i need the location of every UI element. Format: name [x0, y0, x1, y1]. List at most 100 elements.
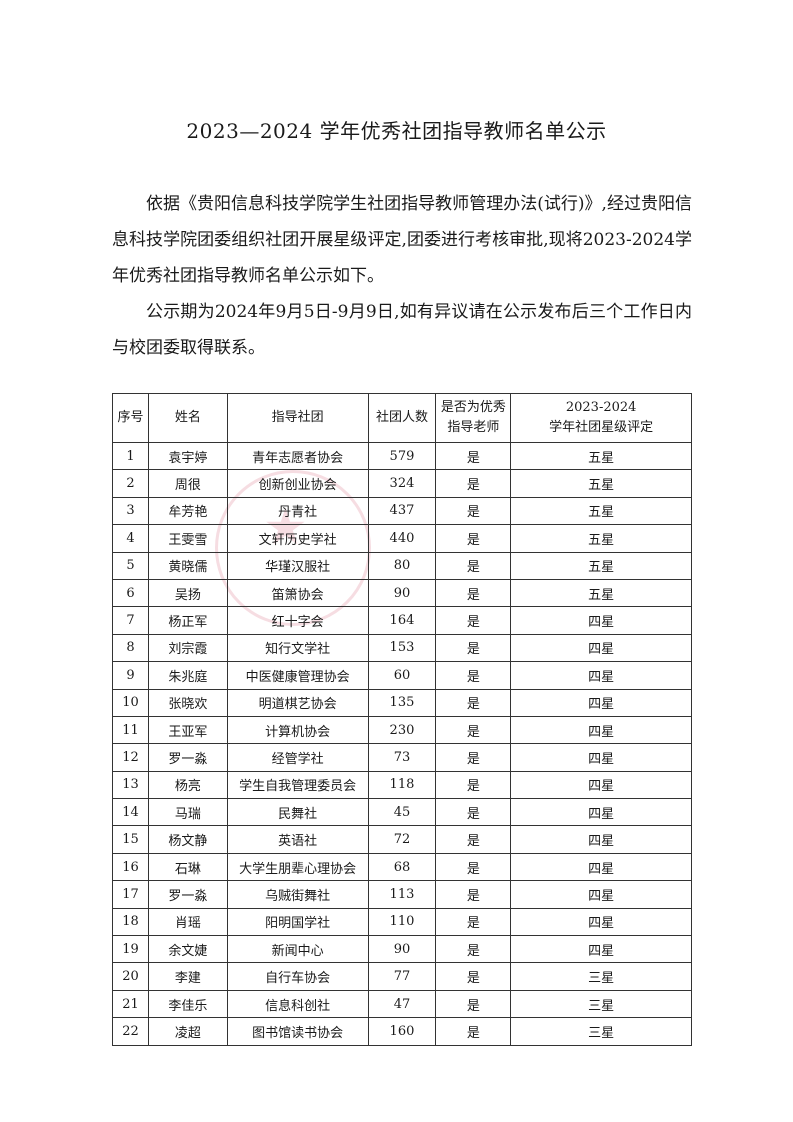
table-cell: 是	[435, 496, 512, 526]
table-cell: 153	[367, 633, 437, 663]
table-row: 17 罗一淼 乌贼街舞社 113 是四星	[112, 880, 692, 909]
document-title: 2023—2024 学年优秀社团指导教师名单公示	[186, 119, 607, 143]
table-cell: 60	[367, 661, 437, 690]
table-cell: 是	[435, 798, 512, 827]
table-row: 2 周很 创新创业协会 324 是五星	[112, 469, 692, 498]
table-cell: 自行车协会	[226, 962, 369, 991]
column-header: 2023-2024 学年社团星级评定	[510, 393, 692, 443]
table-cell: 9	[112, 661, 149, 690]
table-cell: 四星	[510, 633, 692, 663]
table-cell: 6	[112, 578, 149, 608]
table-cell: 437	[367, 496, 437, 526]
table-cell: 石琳	[147, 852, 228, 882]
table-cell: 文轩历史学社	[226, 524, 369, 553]
table-cell: 164	[367, 606, 437, 635]
table-cell: 阳明国学社	[226, 907, 369, 937]
table-cell: 是	[435, 524, 512, 553]
column-header: 是否为优秀 指导老师	[435, 393, 512, 443]
paragraph: 公示期为2024年9月5日-9月9日,如有异议请在公示发布后三个工作日内与校团委…	[112, 302, 692, 358]
table-row: 8 刘宗霞 知行文学社 153 是四星	[112, 633, 692, 663]
table-row: 18 肖瑶 阳明国学社 110 是四星	[112, 907, 692, 937]
table-row: 14 马瑞 民舞社 45 是四星	[112, 798, 692, 827]
table-cell: 黄晓儒	[147, 551, 228, 580]
table-cell: 肖瑶	[147, 907, 228, 937]
table-cell: 是	[435, 633, 512, 663]
table-cell: 明道棋艺协会	[226, 688, 369, 717]
table-cell: 5	[112, 551, 149, 580]
table-row: 10 张晓欢 明道棋艺协会 135 是四星	[112, 688, 692, 717]
table-cell: 新闻中心	[226, 935, 369, 964]
table-cell: 4	[112, 524, 149, 553]
table-cell: 四星	[510, 715, 692, 745]
table-cell: 11	[112, 715, 149, 745]
table-cell: 579	[367, 441, 437, 471]
teacher-list-table: 序号 姓名 指导社团 社团人数 是否为优秀 指导老师 2023-2024 学年社团星级评定…	[112, 393, 692, 1046]
table-row: 11 王亚军 计算机协会 230 是四星	[112, 715, 692, 745]
table-row: 5 黄晓儒 华瑾汉服社 80 是五星	[112, 551, 692, 580]
table-cell: 160	[367, 1017, 437, 1046]
table-cell: 是	[435, 688, 512, 717]
table-cell: 是	[435, 989, 512, 1019]
table-cell: 135	[367, 688, 437, 717]
table-cell: 是	[435, 1017, 512, 1046]
table-cell: 是	[435, 935, 512, 964]
table-cell: 是	[435, 962, 512, 991]
table-cell: 袁宇婷	[147, 441, 228, 471]
table-cell: 10	[112, 688, 149, 717]
table-cell: 四星	[510, 743, 692, 772]
table-cell: 李建	[147, 962, 228, 991]
table-cell: 17	[112, 880, 149, 909]
paragraph: 依据《贵阳信息科技学院学生社团指导教师管理办法(试行)》,经过贵阳信息科技学院团…	[112, 194, 692, 286]
table-cell: 民舞社	[226, 798, 369, 827]
table-cell: 15	[112, 825, 149, 854]
table-cell: 是	[435, 852, 512, 882]
table-cell: 青年志愿者协会	[226, 441, 369, 471]
table-cell: 红十字会	[226, 606, 369, 635]
table-cell: 乌贼街舞社	[226, 880, 369, 909]
table-cell: 是	[435, 578, 512, 608]
table-row: 22 凌超 图书馆读书协会 160 是三星	[112, 1017, 692, 1046]
table-cell: 马瑞	[147, 798, 228, 827]
table-cell: 学生自我管理委员会	[226, 770, 369, 800]
document-body: 依据《贵阳信息科技学院学生社团指导教师管理办法(试行)》,经过贵阳信息科技学院团…	[112, 186, 692, 366]
table-row: 9 朱兆庭 中医健康管理协会 60 是四星	[112, 661, 692, 690]
table-cell: 五星	[510, 441, 692, 471]
table-cell: 13	[112, 770, 149, 800]
table-row: 19 余文婕 新闻中心 90 是四星	[112, 935, 692, 964]
table-cell: 45	[367, 798, 437, 827]
table-cell: 知行文学社	[226, 633, 369, 663]
table-cell: 是	[435, 606, 512, 635]
column-header: 姓名	[147, 393, 228, 443]
table-cell: 77	[367, 962, 437, 991]
table-cell: 3	[112, 496, 149, 526]
table-cell: 是	[435, 715, 512, 745]
table-row: 12 罗一淼 经管学社 73 是四星	[112, 743, 692, 772]
table-cell: 杨正军	[147, 606, 228, 635]
table-cell: 80	[367, 551, 437, 580]
table-cell: 是	[435, 469, 512, 498]
table-row: 6 吴扬 笛箫协会 90 是五星	[112, 578, 692, 608]
table-cell: 7	[112, 606, 149, 635]
table-cell: 周很	[147, 469, 228, 498]
table-row: 1 袁宇婷 青年志愿者协会 579 是五星	[112, 441, 692, 471]
table-cell: 是	[435, 441, 512, 471]
table-cell: 王雯雪	[147, 524, 228, 553]
table-cell: 三星	[510, 962, 692, 991]
table-cell: 四星	[510, 880, 692, 909]
table-cell: 凌超	[147, 1017, 228, 1046]
table-cell: 是	[435, 551, 512, 580]
table-cell: 五星	[510, 524, 692, 553]
table-cell: 朱兆庭	[147, 661, 228, 690]
table-cell: 四星	[510, 661, 692, 690]
table-cell: 笛箫协会	[226, 578, 369, 608]
table-cell: 张晓欢	[147, 688, 228, 717]
table-cell: 2	[112, 469, 149, 498]
table-row: 21 李佳乐 信息科创社 47 是三星	[112, 989, 692, 1019]
table-cell: 杨文静	[147, 825, 228, 854]
table-cell: 113	[367, 880, 437, 909]
table-cell: 16	[112, 852, 149, 882]
table-row: 3 牟芳艳 丹青社 437 是五星	[112, 496, 692, 526]
table-cell: 440	[367, 524, 437, 553]
table-cell: 118	[367, 770, 437, 800]
table-row: 20 李建 自行车协会 77 是三星	[112, 962, 692, 991]
